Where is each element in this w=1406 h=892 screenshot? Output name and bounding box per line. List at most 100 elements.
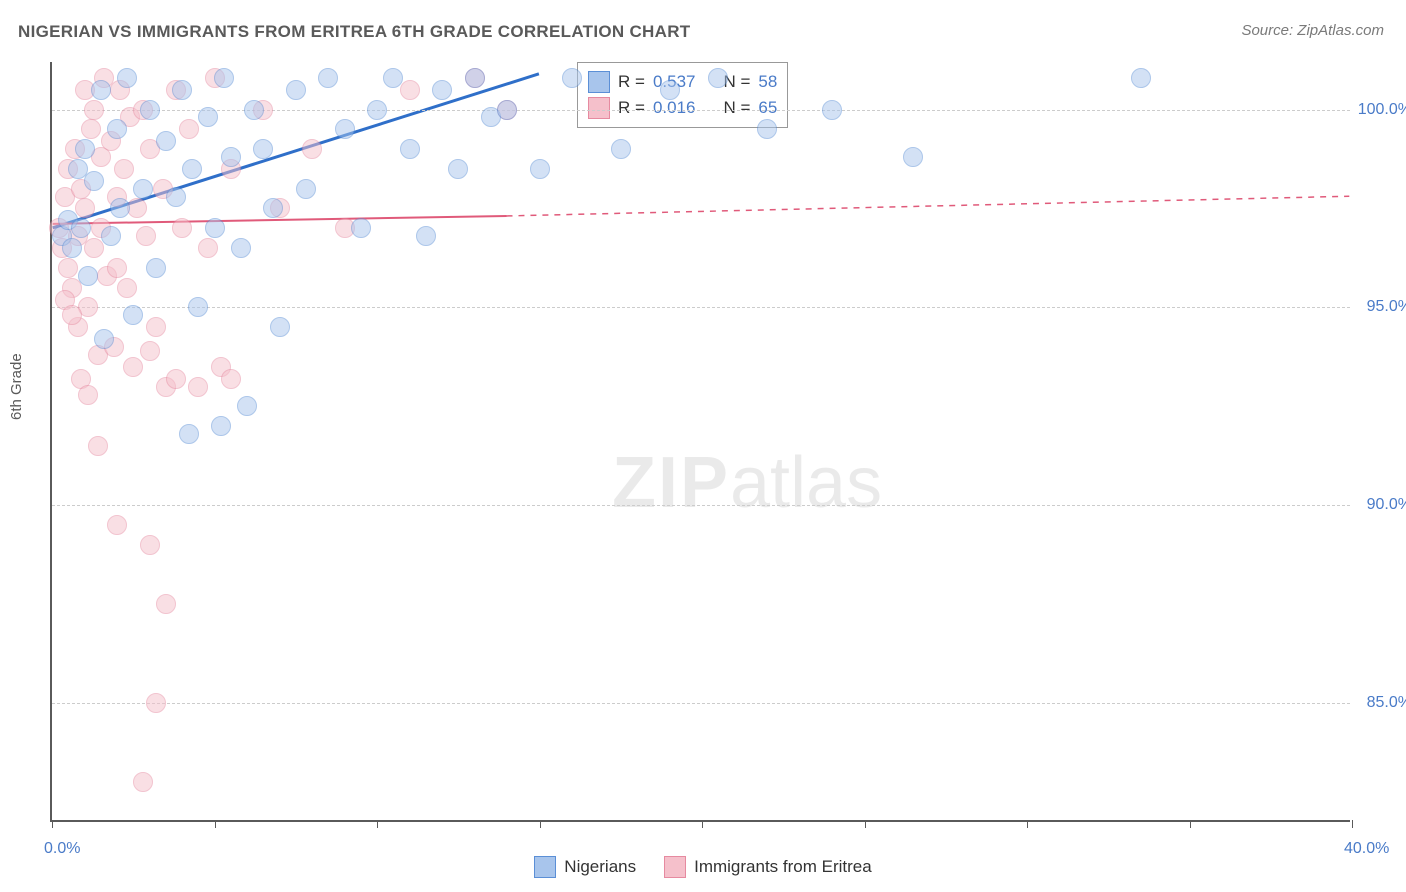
legend-bottom-label: Immigrants from Eritrea — [694, 857, 872, 877]
scatter-point — [400, 139, 420, 159]
scatter-point — [562, 68, 582, 88]
scatter-point — [448, 159, 468, 179]
scatter-point — [84, 100, 104, 120]
scatter-point — [75, 198, 95, 218]
legend-row: R =0.016N =65 — [588, 95, 777, 121]
watermark: ZIPatlas — [612, 442, 882, 524]
legend-n-label: N = — [723, 98, 750, 118]
scatter-point — [123, 305, 143, 325]
y-tick-label: 90.0% — [1367, 496, 1406, 514]
scatter-point — [263, 198, 283, 218]
scatter-point — [221, 147, 241, 167]
legend-swatch — [588, 71, 610, 93]
scatter-point — [146, 693, 166, 713]
scatter-point — [146, 317, 166, 337]
scatter-point — [107, 515, 127, 535]
scatter-point — [318, 68, 338, 88]
scatter-point — [123, 357, 143, 377]
legend-n-value: 58 — [758, 72, 777, 92]
scatter-point — [136, 226, 156, 246]
grid-line — [52, 505, 1350, 506]
scatter-point — [114, 159, 134, 179]
scatter-point — [179, 119, 199, 139]
scatter-point — [822, 100, 842, 120]
legend-bottom-label: Nigerians — [564, 857, 636, 877]
legend-r-value: 0.016 — [653, 98, 696, 118]
trend-lines-svg — [52, 62, 1350, 820]
scatter-point — [211, 416, 231, 436]
scatter-point — [88, 436, 108, 456]
x-tick-label: 40.0% — [1344, 840, 1389, 858]
scatter-point — [188, 297, 208, 317]
scatter-point — [296, 179, 316, 199]
scatter-point — [708, 68, 728, 88]
grid-line — [52, 703, 1350, 704]
scatter-point — [416, 226, 436, 246]
scatter-point — [302, 139, 322, 159]
scatter-point — [465, 68, 485, 88]
scatter-point — [62, 305, 82, 325]
scatter-point — [101, 226, 121, 246]
legend-swatch — [664, 856, 686, 878]
scatter-point — [166, 369, 186, 389]
scatter-point — [1131, 68, 1151, 88]
scatter-point — [253, 139, 273, 159]
scatter-point — [244, 100, 264, 120]
scatter-point — [107, 119, 127, 139]
y-tick-label: 85.0% — [1367, 694, 1406, 712]
scatter-point — [62, 238, 82, 258]
scatter-point — [198, 238, 218, 258]
scatter-point — [107, 258, 127, 278]
scatter-point — [757, 119, 777, 139]
x-tick — [1190, 820, 1191, 828]
scatter-point — [172, 218, 192, 238]
scatter-point — [432, 80, 452, 100]
x-tick — [1352, 820, 1353, 828]
scatter-point — [903, 147, 923, 167]
scatter-point — [231, 238, 251, 258]
scatter-point — [270, 317, 290, 337]
scatter-point — [237, 396, 257, 416]
legend-swatch — [588, 97, 610, 119]
legend-n-value: 65 — [758, 98, 777, 118]
scatter-point — [110, 198, 130, 218]
x-tick-label: 0.0% — [44, 840, 80, 858]
scatter-point — [156, 594, 176, 614]
scatter-point — [660, 80, 680, 100]
grid-line — [52, 307, 1350, 308]
scatter-point — [335, 119, 355, 139]
scatter-point — [58, 258, 78, 278]
scatter-point — [84, 171, 104, 191]
legend-row: R =0.537N =58 — [588, 69, 777, 95]
scatter-point — [286, 80, 306, 100]
legend-top: R =0.537N =58R =0.016N =65 — [577, 62, 788, 128]
scatter-point — [91, 80, 111, 100]
chart-title: NIGERIAN VS IMMIGRANTS FROM ERITREA 6TH … — [18, 22, 690, 42]
scatter-point — [367, 100, 387, 120]
scatter-point — [221, 369, 241, 389]
x-tick — [215, 820, 216, 828]
trend-line-dashed — [507, 196, 1350, 216]
x-tick — [865, 820, 866, 828]
scatter-point — [188, 377, 208, 397]
scatter-point — [530, 159, 550, 179]
scatter-point — [78, 385, 98, 405]
watermark-rest: atlas — [730, 443, 882, 523]
scatter-point — [205, 218, 225, 238]
scatter-point — [214, 68, 234, 88]
scatter-point — [198, 107, 218, 127]
y-axis-label: 6th Grade — [8, 353, 25, 420]
scatter-point — [400, 80, 420, 100]
scatter-point — [383, 68, 403, 88]
scatter-point — [75, 139, 95, 159]
scatter-point — [133, 179, 153, 199]
scatter-point — [182, 159, 202, 179]
watermark-bold: ZIP — [612, 443, 730, 523]
scatter-point — [156, 131, 176, 151]
scatter-point — [146, 258, 166, 278]
y-tick-label: 100.0% — [1358, 101, 1406, 119]
scatter-point — [140, 535, 160, 555]
scatter-point — [117, 68, 137, 88]
scatter-point — [179, 424, 199, 444]
y-tick-label: 95.0% — [1367, 298, 1406, 316]
